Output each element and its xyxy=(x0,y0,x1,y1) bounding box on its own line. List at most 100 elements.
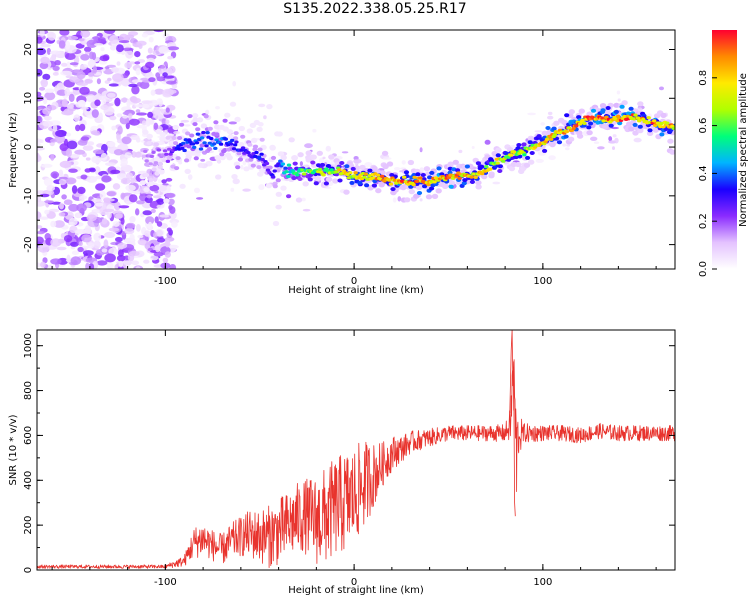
ridge-cell xyxy=(240,146,246,150)
ridge-cell xyxy=(153,142,159,147)
ridge-cell xyxy=(563,134,569,139)
noise-blob xyxy=(58,178,67,186)
noise-blob xyxy=(124,61,133,69)
ridge-cell xyxy=(275,191,282,197)
noise-blob xyxy=(125,122,130,130)
noise-blob xyxy=(81,234,92,243)
noise-blob xyxy=(105,162,116,167)
ridge-cell xyxy=(233,131,239,136)
noise-blob xyxy=(91,198,102,202)
noise-blob xyxy=(164,239,171,248)
ridge-cell xyxy=(479,172,485,176)
noise-blob xyxy=(136,200,145,205)
noise-blob xyxy=(76,71,86,80)
noise-blob xyxy=(125,184,136,192)
noise-blob xyxy=(86,94,96,103)
noise-blob xyxy=(232,178,240,185)
spectrogram-x-tick-label: -100 xyxy=(154,276,177,287)
noise-blob xyxy=(109,115,117,121)
ridge-cell xyxy=(172,124,179,131)
noise-blob xyxy=(63,235,73,243)
noise-blob xyxy=(82,145,94,151)
noise-blob xyxy=(118,33,129,43)
noise-blob xyxy=(566,144,571,147)
ridge-cell xyxy=(226,129,234,135)
noise-blob xyxy=(42,97,48,105)
ridge-cell xyxy=(515,161,522,168)
noise-blob xyxy=(612,134,617,138)
noise-blob xyxy=(565,147,570,151)
colorbar-tick-label: 0.2 xyxy=(698,213,709,229)
ridge-cell xyxy=(272,184,278,189)
noise-blob xyxy=(84,168,92,173)
ridge-cell xyxy=(608,123,614,128)
ridge-cell xyxy=(402,175,407,179)
ridge-cell xyxy=(652,127,659,133)
ridge-cell xyxy=(256,165,262,170)
noise-blob xyxy=(291,155,299,161)
ridge-cell xyxy=(435,188,442,194)
noise-blob xyxy=(161,179,167,184)
ridge-cell xyxy=(174,166,180,171)
noise-blob xyxy=(76,82,89,86)
noise-blob xyxy=(58,169,64,177)
ridge-cell xyxy=(254,150,259,155)
noise-blob xyxy=(169,264,177,269)
noise-blob xyxy=(115,236,123,243)
noise-blob xyxy=(49,50,61,55)
ridge-cell xyxy=(231,174,238,180)
ridge-cell xyxy=(599,103,607,109)
spectrogram-frame xyxy=(36,29,676,270)
ridge-cell xyxy=(185,154,192,160)
noise-blob xyxy=(120,217,125,225)
ridge-cell xyxy=(212,142,217,146)
ridge-cell xyxy=(461,181,467,186)
noise-blob xyxy=(78,241,83,247)
snr-series xyxy=(37,330,675,569)
noise-blob xyxy=(147,47,153,54)
ridge-cell xyxy=(247,142,253,147)
ridge-cell xyxy=(669,149,675,155)
noise-blob xyxy=(131,97,142,104)
noise-blob xyxy=(77,139,88,146)
noise-blob xyxy=(71,185,78,194)
ridge-cell xyxy=(632,122,638,127)
noise-blob xyxy=(166,133,175,137)
ridge-cell xyxy=(148,162,153,166)
noise-blob xyxy=(37,36,43,44)
ridge-cell xyxy=(162,149,168,153)
noise-blob xyxy=(91,130,100,136)
noise-blob xyxy=(55,129,67,138)
ridge-cell xyxy=(379,174,385,178)
ridge-cell xyxy=(167,147,172,151)
ridge-cell xyxy=(257,171,264,177)
ridge-cell xyxy=(164,152,169,156)
noise-blob xyxy=(94,43,104,47)
ridge-cell xyxy=(286,194,292,199)
noise-blob xyxy=(40,163,53,168)
noise-blob xyxy=(100,104,109,111)
noise-blob xyxy=(162,183,169,186)
ridge-cell xyxy=(386,161,394,167)
snr-x-tick-label: 0 xyxy=(351,577,357,588)
noise-blob xyxy=(534,130,543,133)
noise-blob xyxy=(141,103,150,109)
noise-blob xyxy=(104,253,116,263)
ridge-cell xyxy=(566,126,572,130)
noise-blob xyxy=(148,36,154,43)
ridge-cell xyxy=(288,137,295,143)
ridge-cell xyxy=(189,150,196,156)
noise-blob xyxy=(527,112,536,116)
ridge-cell xyxy=(367,168,373,173)
ridge-cell xyxy=(195,127,201,132)
noise-blob xyxy=(129,233,135,242)
noise-blob xyxy=(42,120,54,127)
ridge-cell xyxy=(348,171,353,175)
ridge-cell xyxy=(394,181,399,185)
ridge-cell xyxy=(646,116,651,120)
noise-blob xyxy=(89,51,95,60)
noise-blob xyxy=(80,30,91,38)
ridge-cell xyxy=(316,163,322,168)
ridge-cell xyxy=(317,167,323,172)
colorbar: 0.0 0.2 0.4 0.6 0.8 Normalized spectral ampl… xyxy=(698,30,749,277)
